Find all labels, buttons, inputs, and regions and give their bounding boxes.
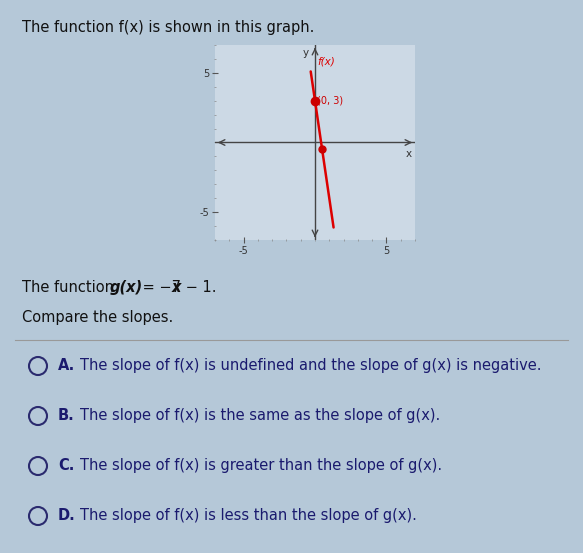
Text: The slope of f(x) is greater than the slope of g(x).: The slope of f(x) is greater than the sl… [80,458,442,473]
Text: The slope of f(x) is less than the slope of g(x).: The slope of f(x) is less than the slope… [80,508,417,523]
Text: The slope of f(x) is the same as the slope of g(x).: The slope of f(x) is the same as the slo… [80,408,440,423]
Text: f(x): f(x) [317,56,335,66]
Text: y: y [303,48,310,58]
Text: Compare the slopes.: Compare the slopes. [22,310,173,325]
Text: D.: D. [58,508,76,523]
Text: The slope of f(x) is undefined and the slope of g(x) is negative.: The slope of f(x) is undefined and the s… [80,358,542,373]
Text: A.: A. [58,358,75,373]
Text: x: x [172,280,181,295]
Text: g(x): g(x) [110,280,143,295]
Text: x: x [406,149,412,159]
Text: C.: C. [58,458,75,473]
Text: (0, 3): (0, 3) [317,96,343,106]
Text: B.: B. [58,408,75,423]
Text: The function: The function [22,280,118,295]
Text: = −7: = −7 [138,280,181,295]
Text: − 1.: − 1. [181,280,216,295]
Text: The function f(x) is shown in this graph.: The function f(x) is shown in this graph… [22,20,314,35]
